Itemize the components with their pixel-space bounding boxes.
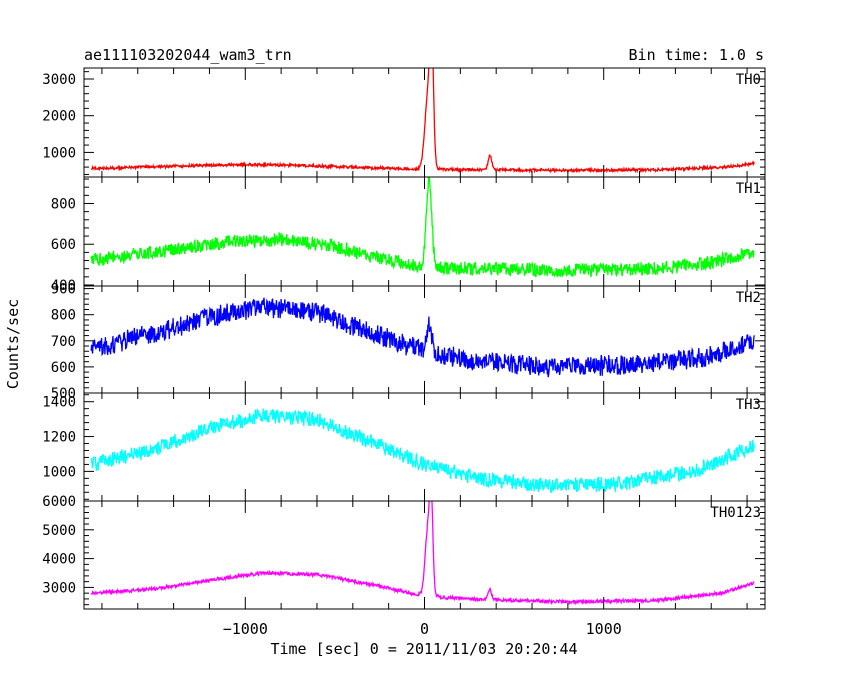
channel-label: TH3 bbox=[736, 397, 761, 413]
bin-time-label: Bin time: 1.0 s bbox=[629, 46, 764, 64]
y-tick-label: 600 bbox=[51, 237, 76, 253]
series-th1 bbox=[90, 177, 755, 278]
y-tick-label: 900 bbox=[51, 282, 76, 298]
y-tick-label: 800 bbox=[51, 308, 76, 324]
y-tick-label: 1200 bbox=[42, 430, 76, 446]
panel-frame bbox=[83, 392, 766, 502]
series-th2 bbox=[90, 297, 755, 378]
channel-label: TH0 bbox=[736, 72, 761, 88]
y-tick-label: 2000 bbox=[42, 109, 76, 125]
x-tick-label: 0 bbox=[420, 620, 429, 638]
panel-frame bbox=[83, 285, 766, 394]
y-tick-label: 4000 bbox=[42, 552, 76, 568]
y-axis-label: Counts/sec bbox=[4, 299, 22, 389]
panel-th0: 1000 2000 3000 TH0 bbox=[42, 67, 766, 178]
y-tick-label: 400 bbox=[51, 278, 76, 294]
y-tick-label: 700 bbox=[51, 334, 76, 350]
y-tick-label: 5000 bbox=[42, 523, 76, 539]
channel-label: TH2 bbox=[736, 290, 761, 306]
panel-th3: 1000 1200 1400 TH3 bbox=[42, 392, 766, 502]
x-tick-label: −1000 bbox=[223, 620, 268, 638]
y-tick-label: 3000 bbox=[42, 580, 76, 596]
panels-group: 1000 2000 3000 TH0 400 600 800 TH1 500 600 700 800 9… bbox=[42, 67, 766, 638]
x-axis-label: Time [sec] 0 = 2011/11/03 20:20:44 bbox=[270, 640, 577, 658]
channel-label: TH0123 bbox=[710, 505, 761, 521]
observation-title: ae111103202044_wam3_trn bbox=[84, 46, 292, 64]
series-th3 bbox=[90, 408, 755, 494]
y-tick-label: 1000 bbox=[42, 145, 76, 161]
series-th0 bbox=[90, 68, 755, 174]
channel-label: TH1 bbox=[736, 181, 761, 197]
panel-th0123: 3000 4000 5000 6000 TH0123 bbox=[42, 494, 766, 610]
y-tick-label: 6000 bbox=[42, 494, 76, 510]
y-tick-label: 1000 bbox=[42, 464, 76, 480]
series-th0123 bbox=[90, 501, 755, 606]
y-tick-label: 800 bbox=[51, 196, 76, 212]
panel-th2: 500 600 700 800 900 TH2 bbox=[51, 282, 766, 402]
x-tick-label: 1000 bbox=[586, 620, 622, 638]
panel-th1: 400 600 800 TH1 bbox=[51, 176, 766, 294]
y-tick-label: 500 bbox=[51, 386, 76, 402]
y-tick-label: 1400 bbox=[42, 395, 76, 411]
y-tick-label: 3000 bbox=[42, 72, 76, 88]
y-tick-label: 600 bbox=[51, 360, 76, 376]
